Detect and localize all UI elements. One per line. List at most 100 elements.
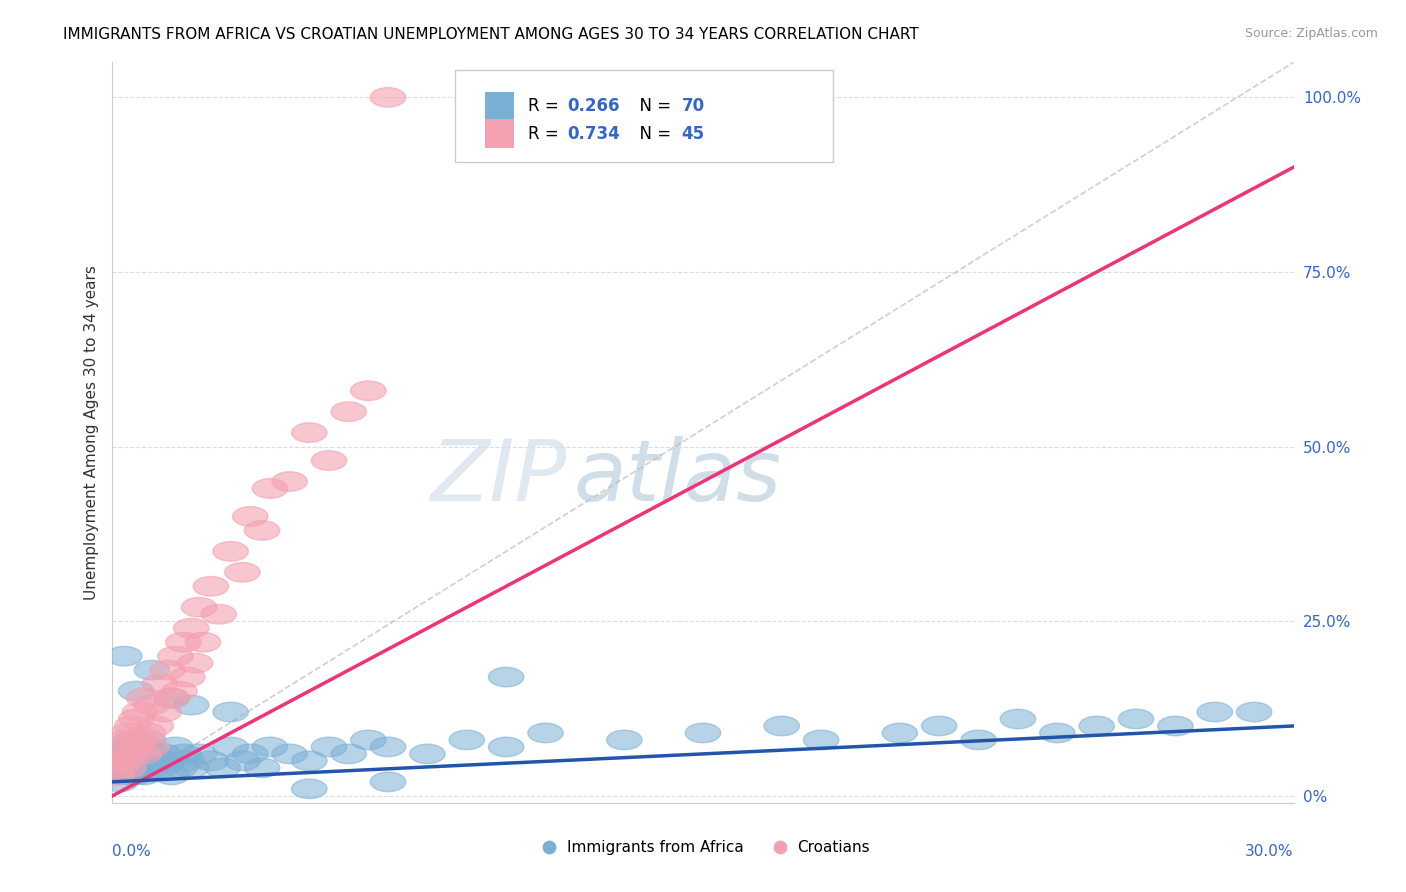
Ellipse shape [111, 737, 146, 756]
Ellipse shape [153, 765, 190, 785]
Ellipse shape [107, 758, 142, 778]
Ellipse shape [150, 751, 186, 771]
Ellipse shape [606, 731, 643, 749]
Ellipse shape [252, 479, 288, 499]
Ellipse shape [232, 507, 269, 526]
Ellipse shape [138, 716, 173, 736]
Ellipse shape [170, 667, 205, 687]
Text: IMMIGRANTS FROM AFRICA VS CROATIAN UNEMPLOYMENT AMONG AGES 30 TO 34 YEARS CORREL: IMMIGRANTS FROM AFRICA VS CROATIAN UNEMP… [63, 27, 920, 42]
Ellipse shape [127, 689, 162, 708]
Ellipse shape [173, 618, 209, 638]
Ellipse shape [114, 758, 150, 778]
Text: atlas: atlas [574, 435, 782, 518]
Ellipse shape [173, 695, 209, 714]
Ellipse shape [921, 716, 957, 736]
Ellipse shape [1000, 709, 1036, 729]
Ellipse shape [1236, 702, 1272, 722]
Ellipse shape [142, 758, 177, 778]
Ellipse shape [131, 731, 166, 749]
Text: N =: N = [628, 97, 676, 115]
Ellipse shape [103, 751, 138, 771]
Ellipse shape [118, 709, 153, 729]
Ellipse shape [193, 576, 229, 596]
Ellipse shape [370, 87, 406, 107]
Ellipse shape [232, 744, 269, 764]
Ellipse shape [146, 702, 181, 722]
Ellipse shape [291, 779, 328, 798]
Ellipse shape [1078, 716, 1115, 736]
Ellipse shape [1197, 702, 1233, 722]
Ellipse shape [127, 744, 162, 764]
Text: 0.0%: 0.0% [112, 844, 152, 858]
Ellipse shape [212, 702, 249, 722]
Text: 30.0%: 30.0% [1246, 844, 1294, 858]
Ellipse shape [882, 723, 918, 743]
Ellipse shape [107, 744, 142, 764]
Ellipse shape [122, 758, 157, 778]
Ellipse shape [134, 758, 170, 778]
Ellipse shape [488, 737, 524, 756]
Ellipse shape [245, 521, 280, 541]
Ellipse shape [134, 695, 170, 714]
Ellipse shape [350, 731, 387, 749]
Ellipse shape [201, 605, 236, 624]
Text: N =: N = [628, 125, 676, 143]
Ellipse shape [153, 689, 190, 708]
Text: 0.266: 0.266 [567, 97, 620, 115]
Ellipse shape [127, 765, 162, 785]
Ellipse shape [409, 744, 446, 764]
Ellipse shape [166, 632, 201, 652]
Ellipse shape [803, 731, 839, 749]
Ellipse shape [1118, 709, 1154, 729]
Ellipse shape [127, 737, 162, 756]
Text: R =: R = [529, 97, 564, 115]
Ellipse shape [763, 716, 800, 736]
Text: 45: 45 [682, 125, 704, 143]
Ellipse shape [170, 751, 205, 771]
Ellipse shape [1039, 723, 1076, 743]
Ellipse shape [138, 751, 173, 771]
Ellipse shape [107, 731, 142, 749]
Text: Croatians: Croatians [797, 839, 870, 855]
Ellipse shape [157, 737, 193, 756]
Ellipse shape [252, 737, 288, 756]
Ellipse shape [311, 737, 347, 756]
Ellipse shape [162, 758, 197, 778]
Ellipse shape [98, 765, 134, 785]
Ellipse shape [146, 744, 181, 764]
Ellipse shape [225, 563, 260, 582]
Ellipse shape [370, 772, 406, 791]
Ellipse shape [330, 744, 367, 764]
Ellipse shape [114, 716, 150, 736]
Ellipse shape [245, 758, 280, 778]
Text: Source: ZipAtlas.com: Source: ZipAtlas.com [1244, 27, 1378, 40]
Ellipse shape [103, 772, 138, 791]
Ellipse shape [118, 765, 153, 785]
Ellipse shape [131, 751, 166, 771]
Ellipse shape [111, 758, 146, 778]
Text: R =: R = [529, 125, 564, 143]
Ellipse shape [134, 737, 170, 756]
Ellipse shape [118, 681, 153, 701]
Ellipse shape [350, 381, 387, 401]
Ellipse shape [98, 751, 134, 771]
Ellipse shape [142, 674, 177, 694]
Ellipse shape [150, 660, 186, 680]
Ellipse shape [177, 653, 212, 673]
Ellipse shape [114, 744, 150, 764]
Ellipse shape [291, 423, 328, 442]
Ellipse shape [131, 723, 166, 743]
Y-axis label: Unemployment Among Ages 30 to 34 years: Unemployment Among Ages 30 to 34 years [83, 265, 98, 600]
Ellipse shape [181, 598, 217, 617]
Ellipse shape [166, 744, 201, 764]
FancyBboxPatch shape [485, 92, 515, 120]
Ellipse shape [98, 765, 134, 785]
Ellipse shape [118, 751, 153, 771]
FancyBboxPatch shape [456, 70, 832, 162]
Ellipse shape [118, 737, 153, 756]
Ellipse shape [114, 731, 150, 749]
Ellipse shape [311, 450, 347, 470]
Ellipse shape [181, 744, 217, 764]
Ellipse shape [103, 758, 138, 778]
Ellipse shape [134, 744, 170, 764]
